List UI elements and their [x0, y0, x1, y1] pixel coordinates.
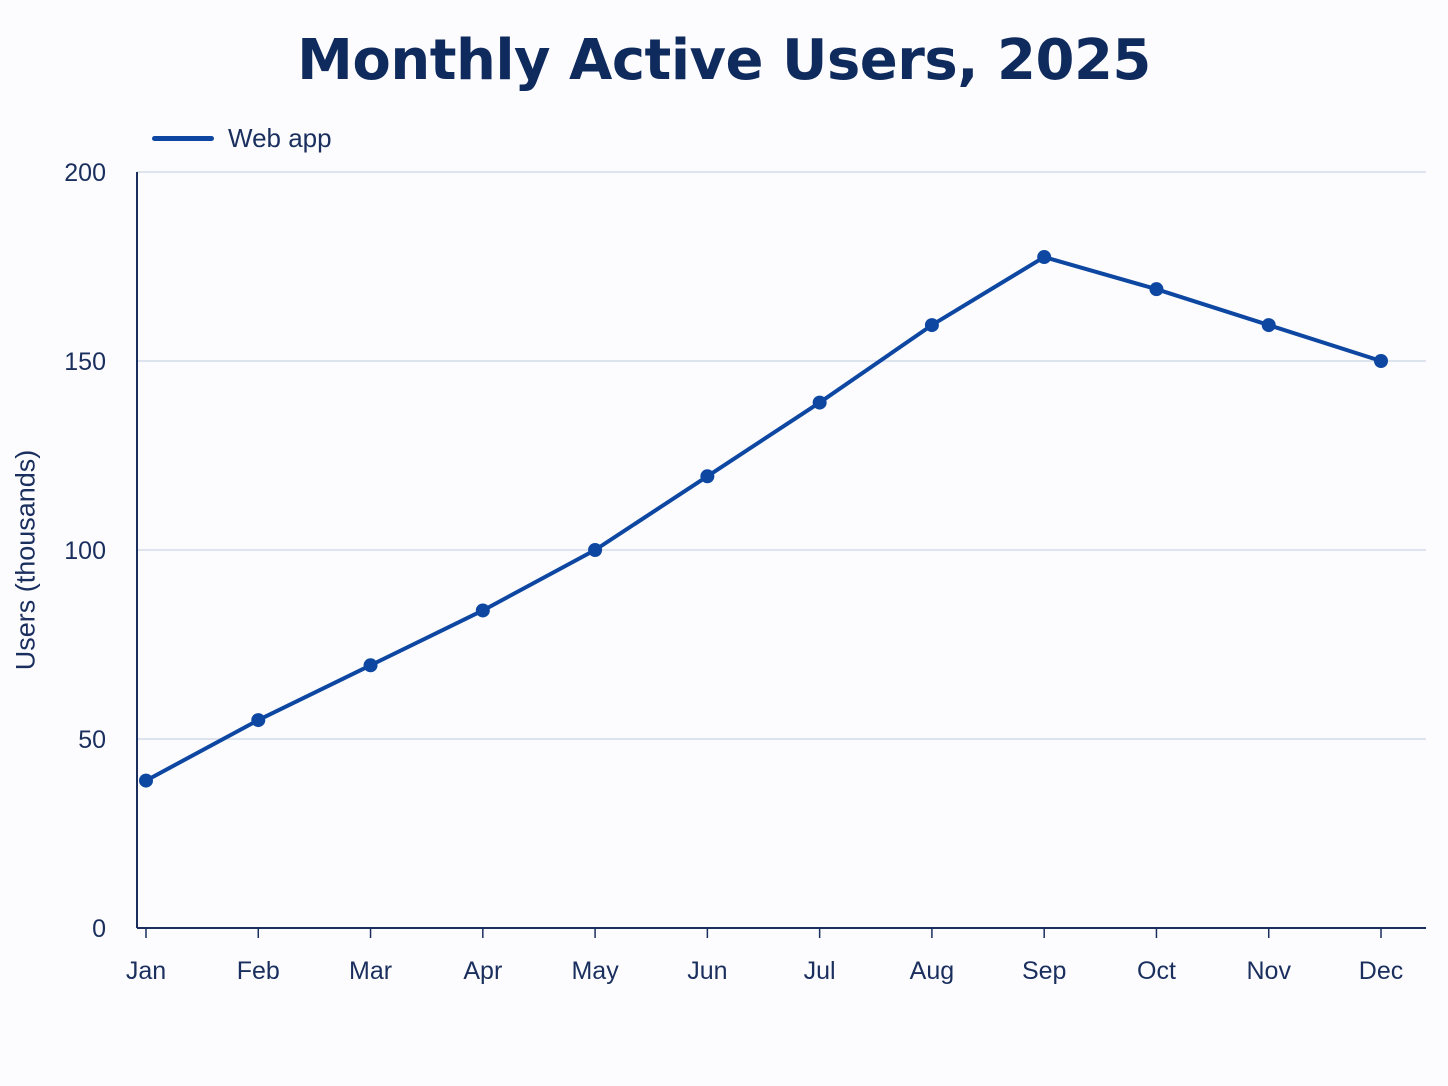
y-tick-label-100: 100 [64, 537, 106, 565]
x-tick-label-dec: Dec [1359, 957, 1403, 985]
x-tick-label-jun: Jun [687, 957, 727, 985]
data-point-dec [1374, 354, 1388, 368]
data-point-feb [251, 713, 266, 728]
tick-labels: 0 50 100 150 200 Jan Feb Mar Apr May Jun Jul Aug Sep O… [64, 159, 1403, 985]
y-tick-label-50: 50 [78, 726, 106, 754]
data-point-sep [1037, 250, 1052, 265]
x-tick-label-may: May [571, 957, 619, 985]
y-tick-label-200: 200 [64, 159, 106, 187]
series-web-app [139, 250, 1388, 788]
data-point-jun [700, 469, 715, 484]
data-point-mar [363, 658, 378, 673]
x-tick-label-sep: Sep [1022, 957, 1066, 985]
y-tick-label-0: 0 [92, 915, 106, 943]
legend-swatch-web-app [152, 135, 214, 141]
x-tick-label-jan: Jan [126, 957, 166, 985]
legend-label-web-app: Web app [228, 122, 332, 153]
data-point-apr [475, 603, 490, 618]
data-point-jul [812, 395, 827, 410]
x-tick-label-feb: Feb [237, 957, 280, 985]
data-point-may [588, 543, 603, 557]
x-tick-label-oct: Oct [1137, 957, 1176, 985]
x-tick-label-apr: Apr [463, 957, 502, 985]
data-point-aug [924, 318, 939, 333]
data-point-jan [139, 773, 153, 788]
axes [136, 172, 1426, 938]
y-tick-label-150: 150 [64, 348, 106, 376]
data-point-oct [1149, 282, 1164, 297]
x-tick-label-nov: Nov [1246, 957, 1291, 985]
x-tick-label-jul: Jul [804, 957, 836, 985]
x-tick-label-aug: Aug [910, 957, 954, 985]
gridlines [137, 171, 1426, 740]
series-line-0 [144, 255, 1383, 783]
legend: Web app [152, 120, 332, 156]
chart-title: Monthly Active Users, 2025 [297, 28, 1151, 93]
x-tick-label-mar: Mar [349, 957, 392, 985]
data-point-nov [1261, 318, 1276, 333]
